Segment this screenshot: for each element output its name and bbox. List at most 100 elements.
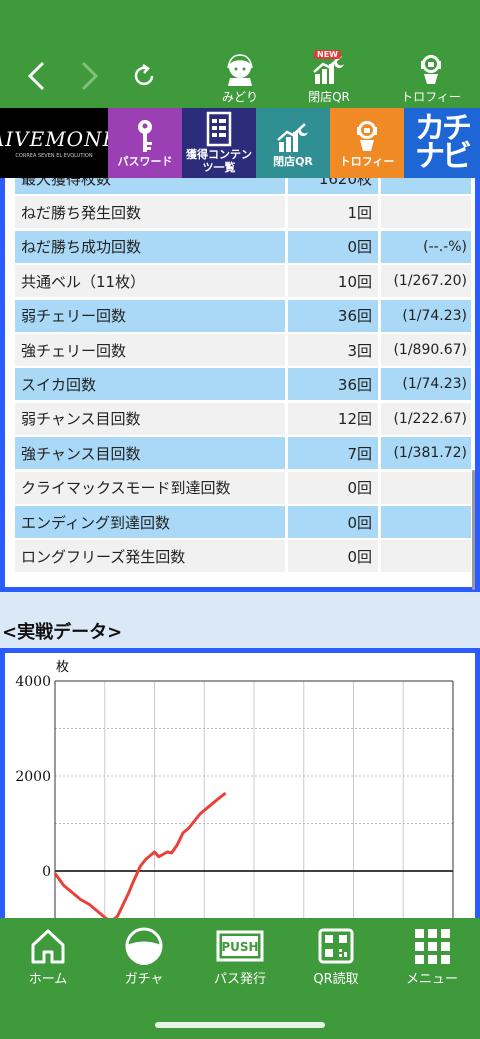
stat-label: ねだ勝ち発生回数	[15, 196, 285, 229]
nav-label: メニュー	[405, 972, 458, 987]
header-item-trophy[interactable]: トロフィー	[396, 52, 466, 106]
character-icon	[227, 54, 253, 86]
y-tick-label: 2000	[15, 769, 51, 785]
stat-label: 強チャンス目回数	[15, 437, 285, 470]
stat-ratio	[381, 178, 471, 194]
stat-value: 7回	[288, 437, 378, 470]
stat-value: 36回	[288, 299, 378, 332]
nav-menu[interactable]: メニュー	[387, 926, 477, 990]
chevron-left-icon	[27, 61, 45, 91]
section-title: <実戦データ>	[2, 622, 123, 643]
y-unit-label: 枚	[56, 660, 69, 675]
stat-ratio: (1/890.67)	[381, 334, 471, 366]
top-header: みどり NEW 閉店QR トロフィー	[0, 0, 480, 108]
stat-label: ロングフリーズ発生回数	[15, 540, 285, 573]
scrollbar[interactable]	[472, 470, 475, 590]
trophy-icon	[357, 120, 377, 151]
stat-value: 36回	[288, 368, 378, 401]
header-item-closing-qr[interactable]: NEW 閉店QR	[294, 50, 364, 106]
tile-closing-qr[interactable]: 閉店QR	[256, 108, 330, 178]
document-list-icon	[206, 112, 232, 147]
stat-ratio	[381, 540, 471, 573]
header-item-midori[interactable]: みどり	[205, 52, 275, 106]
forward-button[interactable]	[72, 58, 108, 94]
stats-row: ねだ勝ち成功回数 0回 (--.-%)	[15, 230, 471, 263]
stats-row: ねだ勝ち発生回数 1回	[15, 196, 471, 229]
menu-grid-icon	[415, 929, 450, 964]
stats-row: 共通ベル（11枚） 10回 (1/267.20)	[15, 265, 471, 298]
stat-label: スイカ回数	[15, 368, 285, 401]
chart-frame: 枚 4000 2000 0	[0, 648, 480, 920]
series-line	[53, 791, 227, 920]
kachinavi-logo: カチナビ	[415, 110, 472, 174]
stats-row: ロングフリーズ発生回数 0回	[15, 540, 471, 573]
nav-gacha[interactable]: ガチャ	[99, 926, 189, 990]
tile-label: 閉店QR	[273, 154, 313, 168]
stats-row: 弱チェリー回数 36回 (1/74.23)	[15, 299, 471, 332]
closing-qr-icon	[313, 55, 344, 84]
chevron-right-icon	[81, 61, 99, 91]
stat-label: 弱チャンス目回数	[15, 402, 285, 435]
stat-label: エンディング到達回数	[15, 506, 285, 538]
stats-row: 最大獲得枚数 1620枚	[15, 178, 471, 194]
aivemone-subtitle: CORREA SEVEN EL EVOLUTION	[15, 153, 93, 159]
qr-scan-icon	[318, 928, 354, 964]
y-tick-label: 0	[42, 864, 51, 880]
header-item-label: みどり	[221, 90, 258, 104]
stat-ratio	[381, 471, 471, 504]
nav-label: ホーム	[28, 972, 68, 987]
tile-kachinavi[interactable]: カチナビ	[404, 108, 480, 178]
tile-acquired-contents[interactable]: 獲得コンテンツ一覧	[182, 108, 256, 178]
stat-ratio: (1/267.20)	[381, 265, 471, 298]
nav-label: QR読取	[313, 972, 359, 987]
reload-button[interactable]	[126, 58, 162, 94]
stat-value: 10回	[288, 265, 378, 298]
bottom-nav: ホーム ガチャ PUSH パス発行 QR読取 メニュー	[0, 918, 480, 1039]
stat-value: 0回	[288, 540, 378, 573]
stat-label: 共通ベル（11枚）	[15, 265, 285, 298]
stat-ratio: (1/74.23)	[381, 299, 471, 332]
nav-label: パス発行	[213, 972, 266, 987]
nav-home[interactable]: ホーム	[3, 926, 93, 990]
stat-value: 0回	[288, 230, 378, 263]
section-band	[0, 592, 480, 648]
closing-qr-icon	[277, 122, 308, 152]
stat-ratio	[381, 506, 471, 538]
stats-row: スイカ回数 36回 (1/74.23)	[15, 368, 471, 401]
header-item-label: トロフィー	[401, 90, 461, 104]
back-button[interactable]	[18, 58, 54, 94]
stat-label: クライマックスモード到達回数	[15, 471, 285, 504]
gacha-icon	[125, 927, 163, 965]
nav-pass-issue[interactable]: PUSH パス発行	[195, 926, 285, 990]
y-tick-label: 4000	[15, 674, 51, 690]
stat-ratio	[381, 196, 471, 229]
stats-row: 弱チャンス目回数 12回 (1/222.67)	[15, 402, 471, 435]
tile-label: 獲得コンテンツ一覧	[186, 148, 252, 174]
push-pass-icon: PUSH	[216, 930, 264, 962]
nav-qr-scan[interactable]: QR読取	[291, 926, 381, 990]
nav-label: ガチャ	[124, 972, 164, 987]
trophy-icon	[421, 55, 441, 84]
stat-label: 強チェリー回数	[15, 334, 285, 366]
stat-ratio: (1/222.67)	[381, 402, 471, 435]
stat-label: 弱チェリー回数	[15, 299, 285, 332]
header-item-label: 閉店QR	[308, 90, 350, 104]
home-indicator[interactable]	[155, 1022, 325, 1028]
stat-value: 1回	[288, 196, 378, 229]
stat-label: ねだ勝ち成功回数	[15, 230, 285, 263]
home-icon	[31, 929, 65, 964]
stat-label: 最大獲得枚数	[15, 178, 285, 194]
new-badge: NEW	[314, 50, 341, 59]
stats-table: 最大獲得枚数 1620枚 ねだ勝ち発生回数 1回 ねだ勝ち成功回数 0回 (--.-%) 共通…	[0, 178, 480, 592]
tile-trophy[interactable]: トロフィー	[330, 108, 404, 178]
tile-aivemone[interactable]: AIVEMONE CORREA SEVEN EL EVOLUTION	[0, 108, 108, 178]
stat-ratio: (1/74.23)	[381, 368, 471, 401]
key-icon	[138, 119, 152, 152]
tile-password[interactable]: パスワード	[108, 108, 182, 178]
stat-value: 0回	[288, 471, 378, 504]
stat-ratio: (--.-%)	[381, 230, 471, 263]
stats-row: 強チャンス目回数 7回 (1/381.72)	[15, 437, 471, 470]
stats-row: エンディング到達回数 0回	[15, 506, 471, 538]
reload-icon	[134, 63, 154, 86]
stat-ratio: (1/381.72)	[381, 437, 471, 470]
